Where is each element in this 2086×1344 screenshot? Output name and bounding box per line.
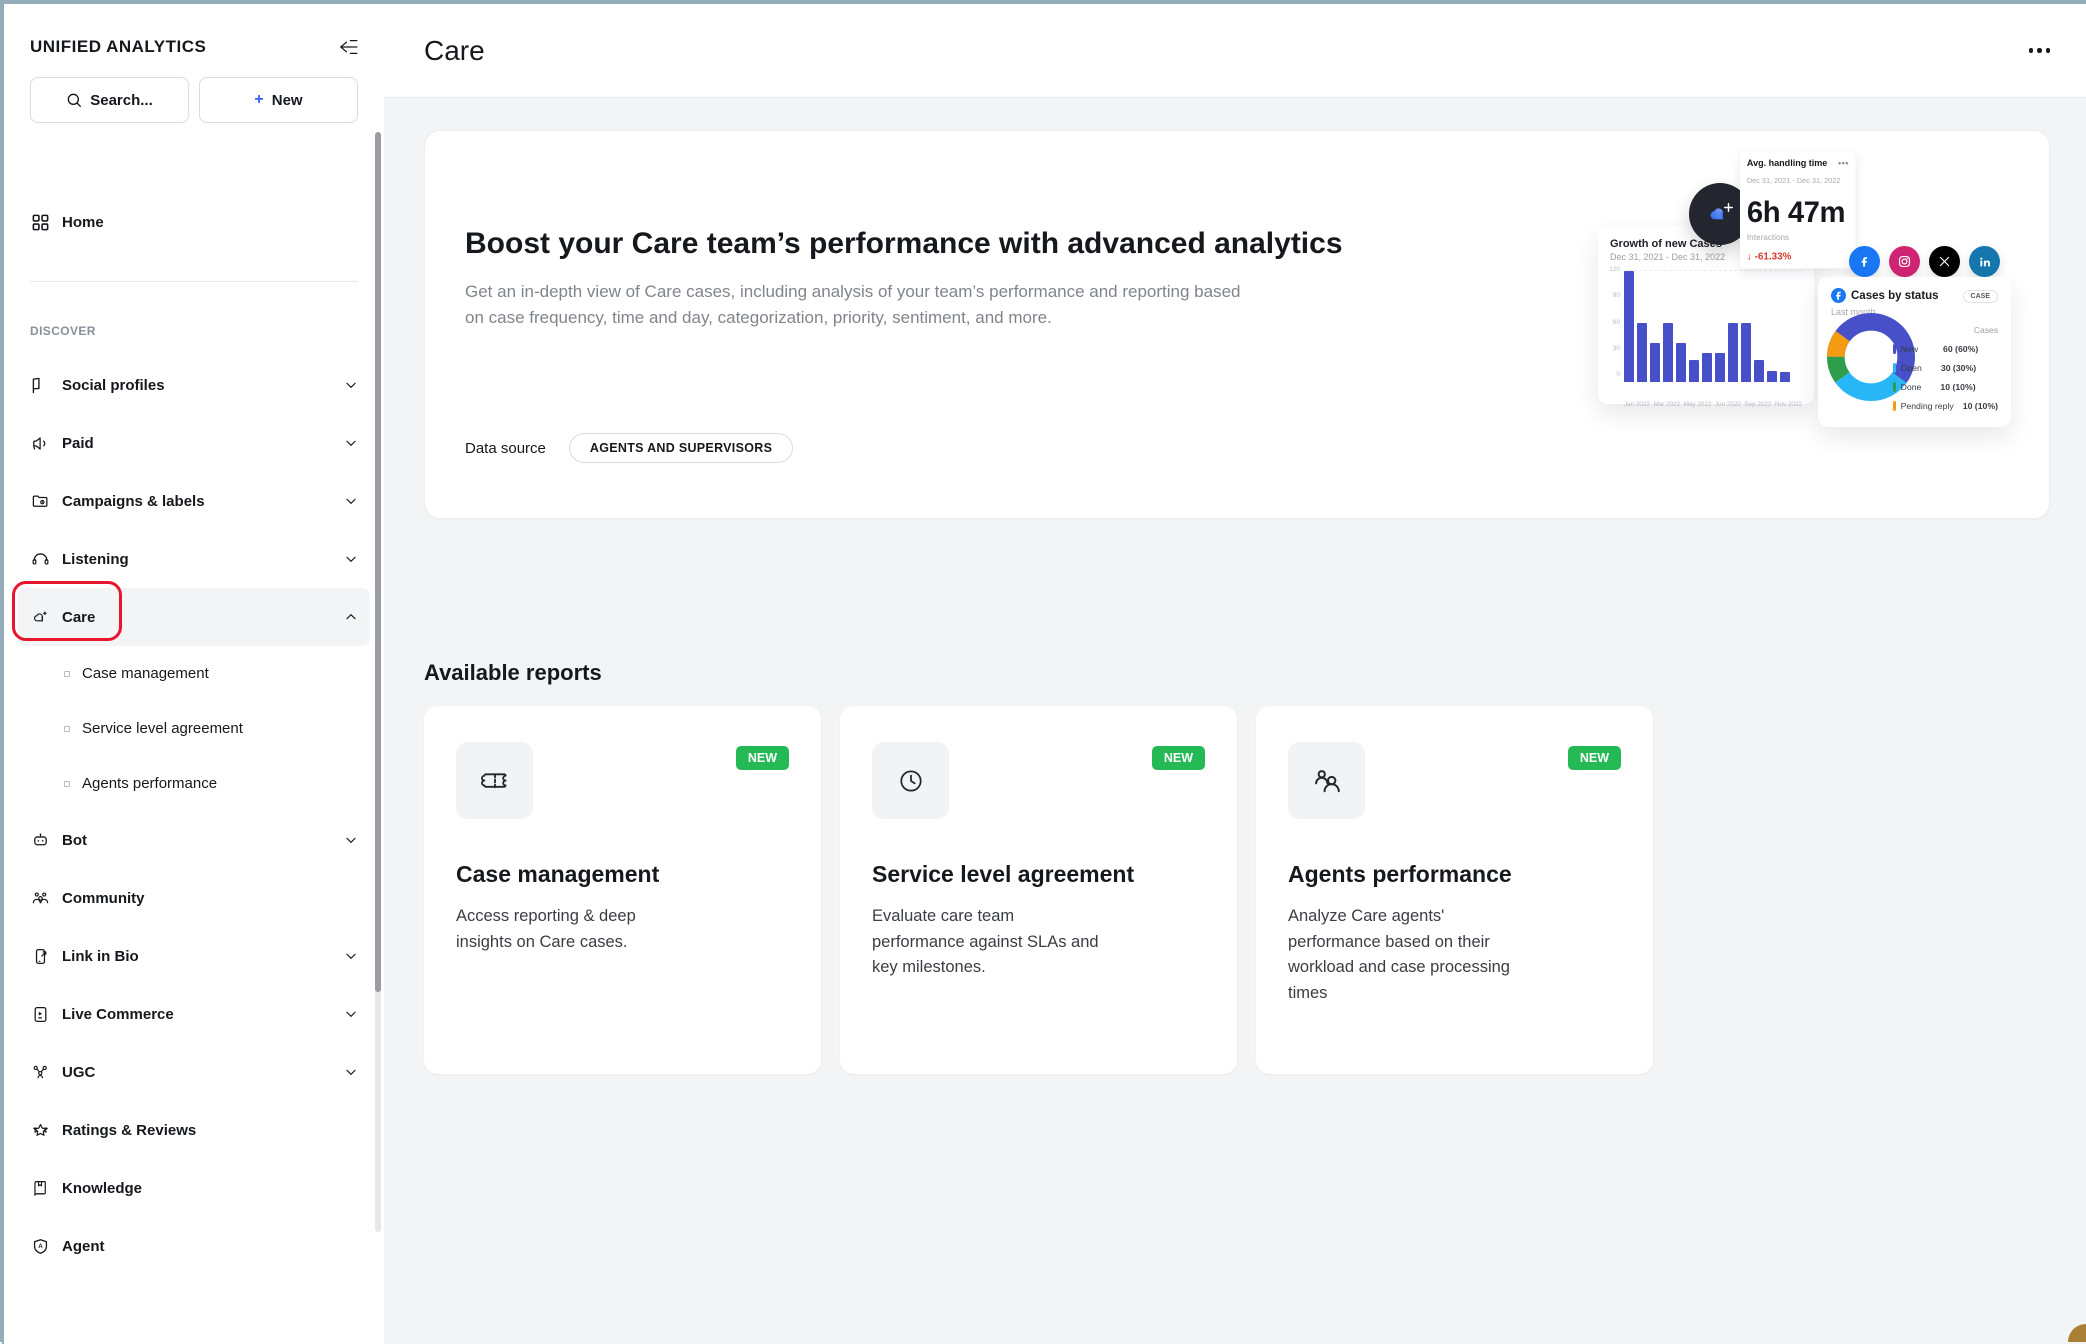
svg-text:A: A [38, 1244, 43, 1250]
